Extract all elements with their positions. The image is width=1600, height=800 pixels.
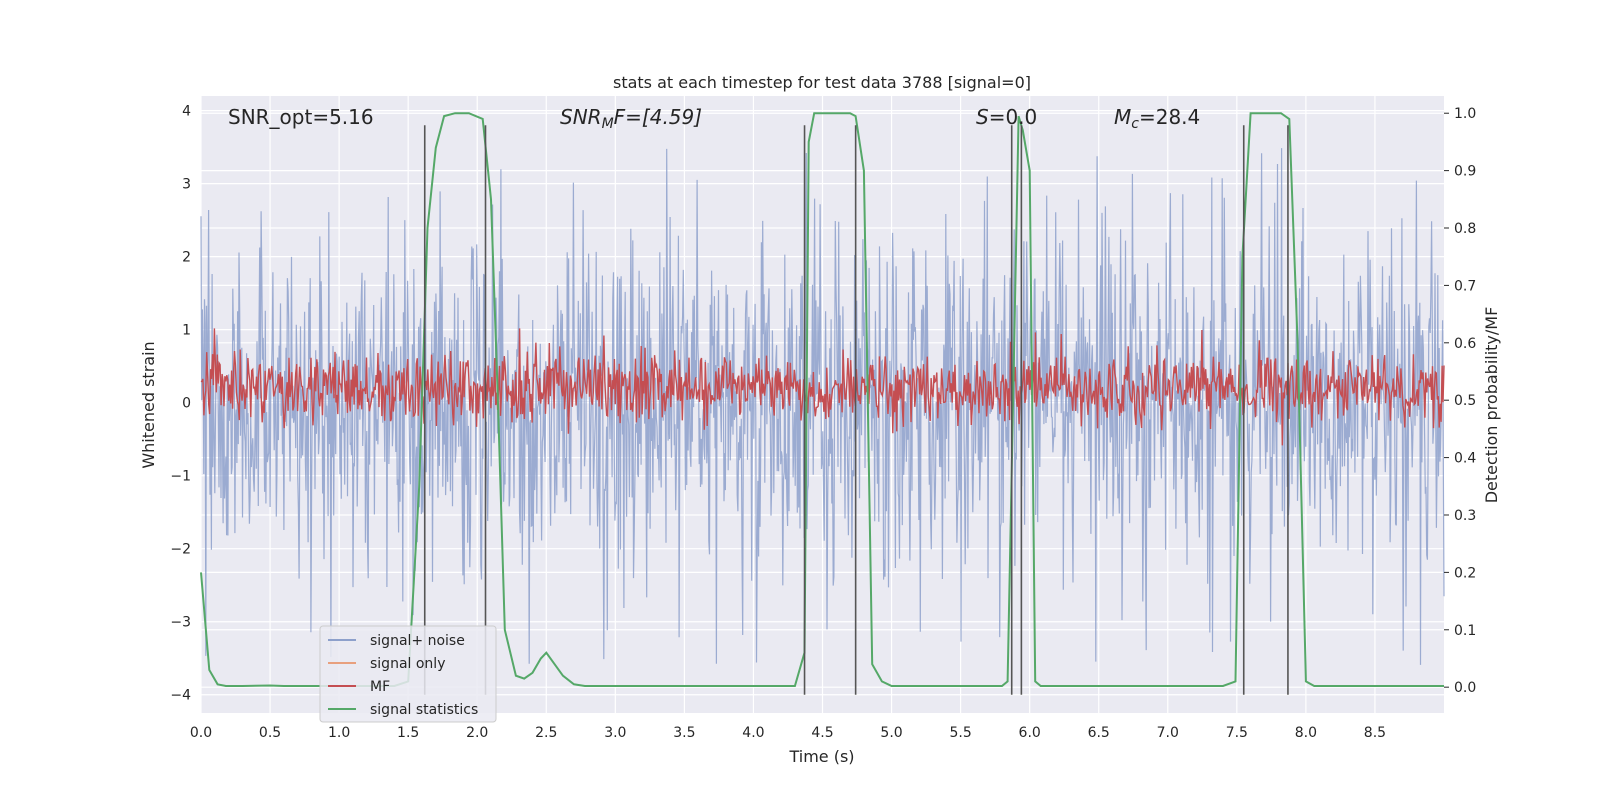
y-right-axis-label: Detection probability/MF xyxy=(1482,307,1501,504)
annotation-mc-var: M xyxy=(1114,105,1131,129)
x-tick-label: 0.5 xyxy=(259,725,281,741)
y-left-tick-label: −4 xyxy=(170,688,191,704)
x-tick-label: 5.0 xyxy=(880,725,902,741)
annotation-mc-sub: c xyxy=(1131,116,1139,132)
legend-label-signal-only: signal only xyxy=(370,656,445,672)
x-tick-label: 8.0 xyxy=(1295,725,1317,741)
signal-statistics-line xyxy=(200,112,1444,687)
legend: signal+ noise signal only MF signal stat… xyxy=(319,625,497,723)
x-tick-label: 5.5 xyxy=(949,725,971,741)
x-axis-label: Time (s) xyxy=(788,747,854,766)
x-tick-label: 3.0 xyxy=(604,725,626,741)
x-tick-label: 6.5 xyxy=(1088,725,1110,741)
annotation-mc: Mc=28.4 xyxy=(1114,105,1200,132)
y-right-tick-label: 0.9 xyxy=(1454,164,1476,180)
mf-line xyxy=(200,328,1445,446)
y-left-axis-label: Whitened strain xyxy=(139,341,158,468)
x-axis-ticks: 0.0 0.5 1.0 1.5 2.0 2.5 3.0 3.5 4.0 4.5 5.0 5.5 6.0 6… xyxy=(190,725,1386,741)
annotation-s-val: =0.0 xyxy=(989,105,1038,129)
y-right-tick-label: 0.2 xyxy=(1454,565,1476,581)
y-right-tick-label: 1.0 xyxy=(1454,106,1476,122)
annotation-mc-val: =28.4 xyxy=(1139,105,1200,129)
y-left-tick-label: 1 xyxy=(182,323,191,339)
x-tick-label: 2.5 xyxy=(535,725,557,741)
y-left-tick-label: 4 xyxy=(182,104,191,120)
y-left-tick-label: 3 xyxy=(182,177,191,193)
x-tick-label: 0.0 xyxy=(190,725,212,741)
y-right-tick-label: 0.0 xyxy=(1454,680,1476,696)
y-right-tick-label: 0.7 xyxy=(1454,278,1476,294)
x-tick-label: 3.5 xyxy=(673,725,695,741)
legend-label-mf: MF xyxy=(370,679,390,695)
y-right-tick-label: 0.6 xyxy=(1454,336,1476,352)
y-left-axis-ticks: −4 −3 −2 −1 0 1 2 3 4 xyxy=(170,104,191,704)
x-tick-label: 4.5 xyxy=(811,725,833,741)
y-left-tick-label: 2 xyxy=(182,250,191,266)
x-tick-label: 8.5 xyxy=(1364,725,1386,741)
x-tick-label: 1.5 xyxy=(397,725,419,741)
annotation-snr-mf-sub: M xyxy=(602,116,614,132)
annotation-snr-mf-var: SNR xyxy=(560,105,602,129)
annotation-snr-mf: SNRMF=[4.59] xyxy=(560,105,702,132)
x-tick-label: 6.0 xyxy=(1019,725,1041,741)
y-right-tick-label: 0.8 xyxy=(1454,221,1476,237)
x-tick-label: 7.0 xyxy=(1157,725,1179,741)
y-left-tick-label: −3 xyxy=(170,615,191,631)
x-tick-label: 1.0 xyxy=(328,725,350,741)
y-left-tick-label: −1 xyxy=(170,469,191,485)
signal-statistics-series xyxy=(200,112,1444,687)
annotation-s-var: S xyxy=(976,105,989,129)
noise-line xyxy=(200,148,1445,665)
y-right-tick-label: 0.3 xyxy=(1454,508,1476,524)
annotation-snr-opt: SNR_opt=5.16 xyxy=(228,105,374,129)
vertical-markers xyxy=(423,125,1289,695)
y-right-tick-label: 0.4 xyxy=(1454,451,1476,467)
noise-series xyxy=(200,148,1445,665)
legend-label-signal-statistics: signal statistics xyxy=(370,702,478,718)
x-tick-label: 4.0 xyxy=(742,725,764,741)
legend-box xyxy=(319,625,497,723)
x-tick-label: 2.0 xyxy=(466,725,488,741)
y-left-tick-label: 0 xyxy=(182,396,191,412)
y-right-axis-ticks: 0.0 0.1 0.2 0.3 0.4 0.5 0.6 0.7 0.8 0.9 1.0 xyxy=(1444,106,1476,696)
y-left-tick-label: −2 xyxy=(170,542,191,558)
x-tick-label: 7.5 xyxy=(1226,725,1248,741)
y-right-tick-label: 0.5 xyxy=(1454,393,1476,409)
chart-title: stats at each timestep for test data 378… xyxy=(613,73,1031,92)
annotation-snr-mf-rest: F=[4.59] xyxy=(614,105,702,129)
mf-series xyxy=(200,328,1445,446)
legend-label-signal-noise: signal+ noise xyxy=(370,633,465,649)
y-right-tick-label: 0.1 xyxy=(1454,623,1476,639)
annotation-s: S=0.0 xyxy=(976,105,1037,129)
